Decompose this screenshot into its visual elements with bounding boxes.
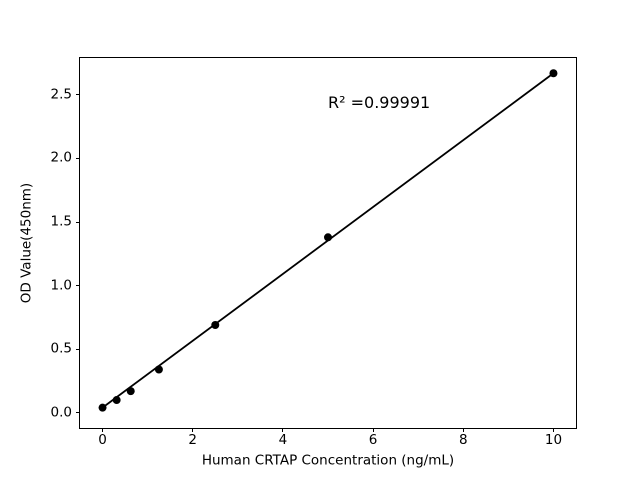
x-tick-label: 4 xyxy=(278,432,288,448)
data-point xyxy=(112,396,121,405)
y-tick-mark xyxy=(76,221,80,223)
r-squared-annotation: R² =0.99991 xyxy=(328,92,431,112)
x-tick-label: 10 xyxy=(544,432,563,448)
standard-curve-svg xyxy=(98,69,558,412)
y-tick-label: 2.5 xyxy=(50,86,72,103)
y-axis-label: OD Value(450nm) xyxy=(18,182,35,304)
x-tick-mark xyxy=(282,428,284,432)
y-tick-mark xyxy=(76,412,80,414)
y-tick-label: 1.5 xyxy=(50,213,72,230)
data-point xyxy=(126,387,135,396)
data-point xyxy=(549,69,558,78)
x-tick-label: 6 xyxy=(368,432,378,448)
x-tick-label: 8 xyxy=(458,432,468,448)
y-tick-mark xyxy=(76,285,80,287)
data-point xyxy=(154,365,163,374)
data-point xyxy=(211,321,220,330)
y-tick-mark xyxy=(76,157,80,159)
y-tick-mark xyxy=(76,94,80,96)
plot-area: R² =0.99991 0 2 4 6 8 10 0.0 0.5 1.0 1.5 2.0 2.5 xyxy=(51,57,577,447)
y-tick-label: 0.5 xyxy=(50,340,72,357)
x-tick-mark xyxy=(552,428,554,432)
x-tick-mark xyxy=(372,428,374,432)
x-tick-label: 2 xyxy=(188,432,198,448)
x-tick-mark xyxy=(462,428,464,432)
y-tick-mark xyxy=(76,348,80,350)
x-tick-label: 0 xyxy=(98,432,107,448)
data-point xyxy=(98,403,107,412)
y-tick-label: 1.0 xyxy=(50,276,72,293)
x-tick-mark xyxy=(102,428,104,432)
x-axis-label: Human CRTAP Concentration (ng/mL) xyxy=(201,452,455,469)
data-point xyxy=(324,233,332,242)
y-tick-label: 2.0 xyxy=(50,149,72,166)
x-tick-mark xyxy=(192,428,194,432)
y-tick-label: 0.0 xyxy=(50,403,72,420)
